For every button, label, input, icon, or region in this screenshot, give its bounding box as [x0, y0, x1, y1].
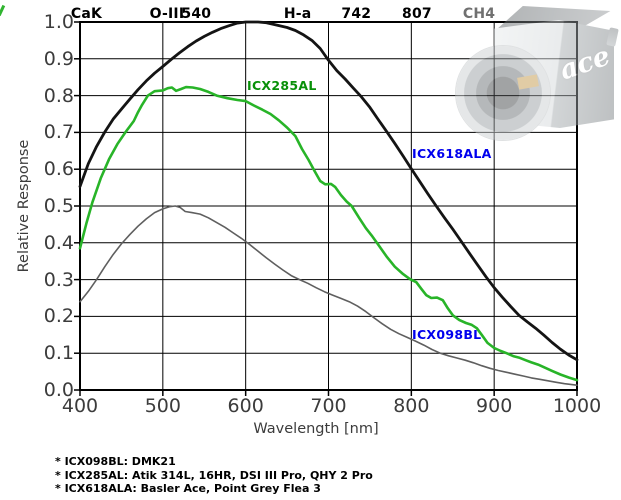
camera-watermark: ace: [456, 4, 621, 140]
y-tick-label: 0.9: [43, 47, 74, 70]
plot-frame: [79, 21, 578, 391]
curve-label-ICX618ALA: ICX618ALA: [412, 146, 492, 161]
x-axis-title: Wavelength [nm]: [253, 421, 379, 437]
top-marker-CaK: CaK: [70, 6, 103, 22]
y-tick-label: 0.8: [43, 84, 74, 107]
top-marker-540: 540: [181, 6, 212, 22]
y-axis-title: Relative Response: [16, 139, 32, 273]
top-marker-O-III: O-III: [149, 6, 185, 22]
x-tick-label: 700: [310, 395, 347, 417]
x-tick-label: 800: [393, 395, 430, 417]
top-marker-807: 807: [402, 6, 432, 22]
y-tick-label: 0.0: [43, 379, 74, 401]
y-tick-label: 1.0: [43, 11, 74, 33]
top-marker-H-a: H-a: [283, 6, 312, 22]
x-tick-label: 1000: [552, 395, 602, 417]
footer-note: * ICX618ALA: Basler Ace, Point Grey Flea…: [55, 482, 321, 495]
y-tick-label: 0.3: [43, 268, 74, 291]
camera-lens-icon: [456, 46, 550, 140]
curve-ICX285AL: [78, 85, 579, 382]
curve-ICX618ALA: [78, 20, 579, 362]
x-tick-label: 500: [144, 395, 181, 417]
curve-label-ICX098BL: ICX098BL: [412, 327, 482, 342]
x-tick-label: 600: [227, 395, 264, 417]
curve-label-ICX285AL: ICX285AL: [247, 78, 317, 93]
y-tick-label: 0.1: [43, 342, 74, 365]
footer-note: * ICX098BL: DMK21: [55, 455, 176, 468]
y-tick-label: 0.4: [43, 231, 74, 254]
y-tick-label: 0.7: [43, 121, 74, 144]
curve-ICX098BL: [79, 205, 578, 387]
y-tick-label: 0.6: [43, 158, 74, 181]
x-tick-label: 400: [61, 395, 99, 417]
footnote-list: * ICX098BL: DMK21 * ICX285AL: Atik 314L, …: [55, 455, 373, 496]
top-marker-742: 742: [341, 6, 372, 22]
x-tick-label: 900: [476, 395, 513, 417]
top-marker-CH4: CH4: [462, 6, 496, 22]
footer-note: * ICX285AL: Atik 314L, 16HR, DSI III Pro…: [55, 468, 373, 482]
y-tick-label: 0.2: [43, 305, 74, 328]
y-tick-label: 0.5: [43, 195, 74, 217]
